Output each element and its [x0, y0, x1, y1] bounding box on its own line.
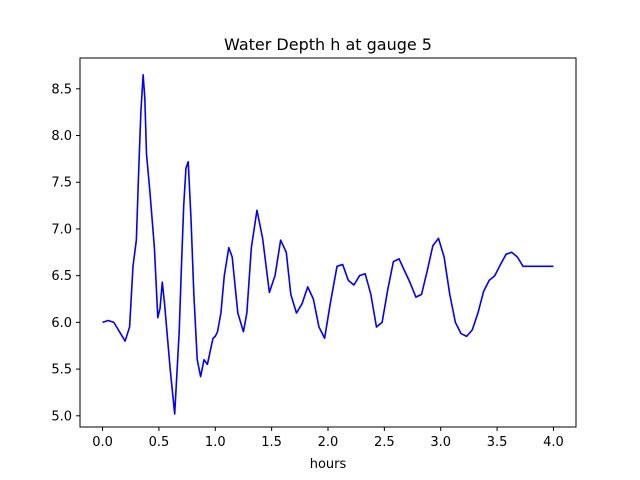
chart-title: Water Depth h at gauge 5 [224, 35, 432, 54]
y-tick-label: 8.0 [51, 129, 72, 144]
y-tick-label: 5.5 [51, 363, 72, 378]
y-tick-label: 5.0 [51, 409, 72, 424]
x-axis-label: hours [310, 457, 347, 472]
x-tick-label: 0.5 [149, 435, 170, 450]
y-tick-label: 7.5 [51, 176, 72, 191]
y-tick-label: 7.0 [51, 222, 72, 237]
x-tick-label: 3.5 [487, 435, 508, 450]
x-tick-label: 0.0 [92, 435, 113, 450]
x-tick-label: 1.5 [261, 435, 282, 450]
series-line-0 [102, 74, 554, 415]
x-tick-label: 3.0 [430, 435, 451, 450]
x-tick-label: 2.0 [318, 435, 339, 450]
x-tick-label: 2.5 [374, 435, 395, 450]
y-tick-label: 6.5 [51, 269, 72, 284]
y-tick-label: 6.0 [51, 316, 72, 331]
x-tick-label: 4.0 [543, 435, 564, 450]
plot-area: 0.0 0.5 1.0 1.5 2.0 2.5 3.0 3.5 4.0 5.0 5.5 6.0 6.5 7… [51, 57, 577, 450]
y-tick-label: 8.5 [51, 82, 72, 97]
x-tick-label: 1.0 [205, 435, 226, 450]
